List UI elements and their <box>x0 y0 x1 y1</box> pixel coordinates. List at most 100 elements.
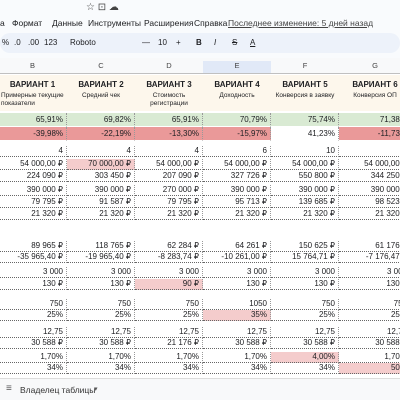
cell: 130 ₽ <box>203 279 271 290</box>
cell: 1,70% <box>339 352 400 363</box>
cell: 390 000 ₽ <box>203 185 271 196</box>
cell: 130 ₽ <box>0 279 67 290</box>
cell: 25% <box>339 310 400 321</box>
cell: 150 625 ₽ <box>271 241 339 252</box>
cell: 70,79% <box>203 113 271 127</box>
menu-item[interactable]: Расширения <box>144 18 194 28</box>
subheader-cell: Стоимость регистрации <box>150 92 188 107</box>
cell: 12,75 <box>271 327 339 338</box>
cell: 12,75 <box>203 327 271 338</box>
cell: 25% <box>67 310 135 321</box>
cell: -13,30% <box>135 127 203 141</box>
menu-item[interactable]: а <box>0 18 5 28</box>
cell: 25% <box>271 310 339 321</box>
cell: 61 176 ₽ <box>339 241 400 252</box>
cell: 139 685 ₽ <box>271 197 339 208</box>
header-cell: ВАРИАНТ 5 <box>282 80 328 89</box>
cell: -11,73% <box>339 127 400 141</box>
cell: 21 320 ₽ <box>203 209 271 220</box>
tab-dropdown[interactable]: ▾ <box>94 386 98 393</box>
cell: 34% <box>203 363 271 374</box>
cell: 3 000 <box>0 267 67 278</box>
header-cell: ВАРИАНТ 1 <box>9 80 56 89</box>
sheet-tab[interactable]: Владелец таблицы <box>20 385 96 395</box>
toolbar-item[interactable]: A <box>250 38 256 47</box>
cell: 12,75 <box>339 327 400 338</box>
cell: 30 588 ₽ <box>271 338 339 349</box>
cell: 390 000 ₽ <box>67 185 135 196</box>
toolbar-item[interactable]: — <box>142 38 150 47</box>
menu-item[interactable]: Формат <box>12 18 43 28</box>
cell: 54 000,00 ₽ <box>203 159 271 170</box>
cell: 4 <box>135 146 203 157</box>
cell: 62 284 ₽ <box>135 241 203 252</box>
cell: 750 <box>67 299 135 310</box>
sheet-list-icon[interactable]: ≡ <box>6 383 12 394</box>
cell: 3 000 <box>339 267 400 278</box>
cell: 34% <box>67 363 135 374</box>
cell: 327 726 ₽ <box>203 171 271 182</box>
subheader-cell: Конверсия в заявку <box>275 92 335 99</box>
subheader-cell: Примерные текущие показатели <box>1 92 64 107</box>
toolbar-item[interactable]: + <box>176 38 181 47</box>
toolbar-item[interactable]: .00 <box>28 38 40 47</box>
cell: 207 090 ₽ <box>135 171 203 182</box>
cell: 12,75 <box>0 327 67 338</box>
toolbar-item[interactable]: B <box>196 38 202 47</box>
cell: 30 588 ₽ <box>203 338 271 349</box>
cell: 1,70% <box>67 352 135 363</box>
toolbar-item[interactable]: 10 <box>158 38 167 47</box>
cell: 79 795 ₽ <box>135 197 203 208</box>
cell: 10 <box>271 146 339 157</box>
menu-item[interactable]: Справка <box>194 18 228 28</box>
toolbar-item[interactable]: .0 <box>14 38 21 47</box>
toolbar-item[interactable]: S <box>232 38 238 47</box>
toolbar-item[interactable]: Roboto <box>70 38 96 47</box>
header-cell: ВАРИАНТ 6 <box>352 80 398 89</box>
cell: -19 965,40 ₽ <box>67 252 135 263</box>
toolbar-item[interactable]: I <box>214 38 217 47</box>
menu-item[interactable]: Инструменты <box>88 18 142 28</box>
cell: 1,70% <box>135 352 203 363</box>
subheader-cell: Средний чек <box>81 92 121 99</box>
cell: 34% <box>271 363 339 374</box>
cell: 750 <box>0 299 67 310</box>
cell: 270 000 ₽ <box>135 185 203 196</box>
cell: 12,75 <box>135 327 203 338</box>
cell: -22,19% <box>67 127 135 141</box>
tab-bar <box>0 378 400 400</box>
cell: 3 000 <box>135 267 203 278</box>
cell: 71,38% <box>339 113 400 127</box>
column-letter: D <box>166 61 172 70</box>
doc-icons[interactable]: ☆ ⊡ ☁ <box>86 2 119 13</box>
cell: 54 000,00 ₽ <box>271 159 339 170</box>
cell: 750 <box>135 299 203 310</box>
toolbar-item[interactable]: % <box>2 38 10 47</box>
cell: 89 965 ₽ <box>0 241 67 252</box>
cell: 21 320 ₽ <box>339 209 400 220</box>
header-band <box>0 75 400 111</box>
cell: 64 261 ₽ <box>203 241 271 252</box>
cell: 54 000,00 ₽ <box>135 159 203 170</box>
cell: 6 <box>203 146 271 157</box>
cell: 6 <box>339 146 400 157</box>
menu-item[interactable]: Данные <box>52 18 83 28</box>
cell: 54 000,00 ₽ <box>0 159 67 170</box>
cell: 224 090 ₽ <box>0 171 67 182</box>
cell: -7 176,47 ₽ <box>339 252 400 263</box>
toolbar-item[interactable]: 123 <box>44 38 58 47</box>
cell: 3 000 <box>203 267 271 278</box>
cell: 35% <box>203 310 271 321</box>
cell: 344 250 ₽ <box>339 171 400 182</box>
cell: 3 000 <box>271 267 339 278</box>
cell: 390 000 ₽ <box>271 185 339 196</box>
cell: 90 ₽ <box>135 279 203 290</box>
cell: 95 713 ₽ <box>203 197 271 208</box>
toolbar <box>0 33 400 53</box>
column-letter: G <box>372 61 378 70</box>
cell: 30 588 ₽ <box>67 338 135 349</box>
cell: 750 <box>339 299 400 310</box>
cell: 69,82% <box>67 113 135 127</box>
last-edit[interactable]: Последнее изменение: 5 дней назад <box>228 18 374 28</box>
